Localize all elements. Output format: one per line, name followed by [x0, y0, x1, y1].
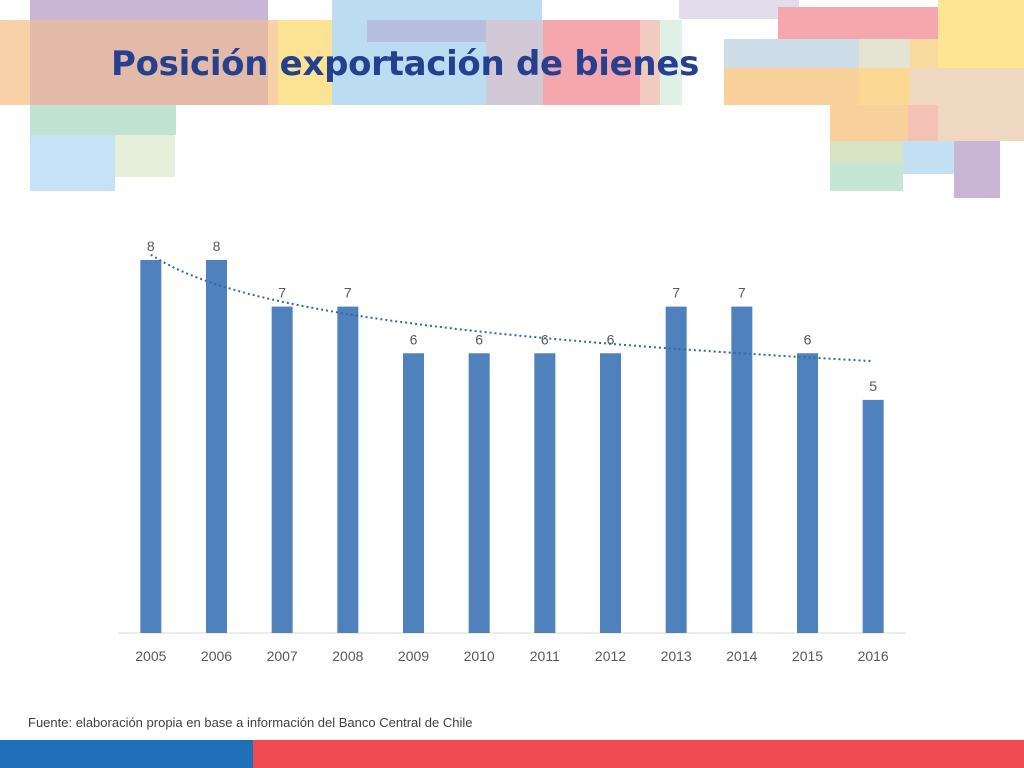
decor-square [830, 105, 910, 141]
data-label-2009: 6 [410, 331, 418, 347]
x-tick-2005: 2005 [135, 648, 166, 664]
decor-square [859, 68, 910, 105]
decor-square [903, 141, 954, 174]
data-label-2011: 6 [541, 331, 549, 347]
x-tick-2008: 2008 [332, 648, 363, 664]
decor-square [830, 141, 903, 163]
decor-square [30, 105, 176, 135]
decor-square [724, 39, 859, 68]
data-label-2008: 7 [344, 285, 352, 301]
x-tick-2007: 2007 [267, 648, 298, 664]
data-label-2015: 6 [804, 331, 812, 347]
x-tick-2011: 2011 [530, 648, 560, 664]
decor-square [30, 135, 115, 191]
bar-2016 [862, 399, 884, 633]
decor-square [679, 0, 799, 19]
x-tick-2012: 2012 [595, 648, 626, 664]
data-labels-group: 8 8 7 7 6 6 6 6 7 7 6 5 [147, 238, 877, 394]
decor-square [115, 135, 175, 177]
bar-2010 [468, 353, 490, 633]
decor-square [660, 20, 682, 105]
decor-square [30, 0, 268, 20]
decor-square [954, 141, 1000, 198]
data-label-2013: 7 [672, 285, 680, 301]
decor-square [908, 105, 938, 141]
bar-chart: 8 8 7 7 6 6 6 6 7 7 6 5 2005 2006 2007 2008 2009 2010 201… [118, 238, 906, 664]
x-tick-2009: 2009 [398, 648, 429, 664]
bar-2009 [403, 353, 424, 633]
data-label-2005: 8 [147, 238, 155, 254]
bar-2008 [337, 306, 359, 633]
decor-square [486, 20, 544, 105]
bar-2006 [206, 260, 227, 633]
trendline [150, 253, 874, 363]
data-label-2014: 7 [738, 285, 746, 301]
data-label-2010: 6 [475, 331, 483, 347]
decor-square [830, 163, 903, 191]
x-tick-2014: 2014 [726, 648, 757, 664]
bar-2012 [600, 353, 621, 633]
bar-2011 [534, 353, 556, 633]
footer-bar-left [0, 740, 253, 768]
x-tick-2010: 2010 [464, 648, 495, 664]
x-tick-2006: 2006 [201, 648, 232, 664]
data-label-2016: 5 [869, 378, 877, 394]
x-tick-labels-group: 2005 2006 2007 2008 2009 2010 2011 2012 2013 2014… [135, 648, 889, 664]
decor-square [938, 0, 1024, 68]
x-tick-2016: 2016 [858, 648, 889, 664]
slide-title: Posición exportación de bienes [111, 44, 700, 84]
bars-group [140, 260, 884, 633]
decor-square [859, 39, 910, 68]
bar-2013 [665, 306, 687, 633]
decor-square [640, 20, 660, 105]
decor-square [543, 20, 640, 105]
decor-square [778, 7, 938, 39]
decor-square [910, 39, 938, 68]
decor-square [724, 68, 859, 105]
decor-square [367, 20, 487, 42]
x-tick-2013: 2013 [661, 648, 692, 664]
bar-2015 [797, 353, 818, 633]
bar-2007 [271, 306, 293, 633]
footer-bar-right [253, 740, 1024, 768]
data-label-2007: 7 [278, 285, 286, 301]
bar-2014 [731, 306, 753, 633]
decor-square [278, 20, 332, 105]
decor-square [30, 20, 268, 105]
data-label-2006: 8 [213, 238, 221, 254]
bar-2005 [140, 260, 162, 633]
data-label-2012: 6 [607, 331, 615, 347]
x-tick-2015: 2015 [792, 648, 823, 664]
source-note: Fuente: elaboración propia en base a inf… [28, 715, 473, 730]
